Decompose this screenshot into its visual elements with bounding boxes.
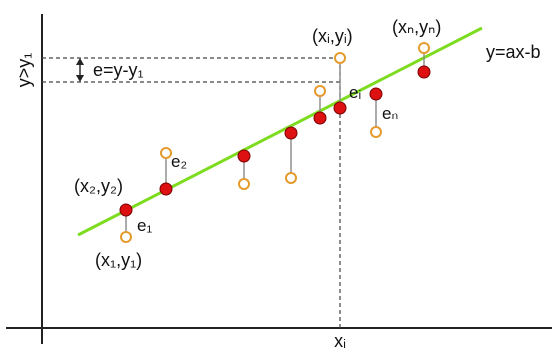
predicted-point-i	[333, 101, 347, 115]
observed-point-n	[370, 126, 382, 138]
residual-segments	[125, 48, 425, 237]
residual-label-2: e₂	[171, 152, 187, 171]
error-arrow-head-up	[76, 58, 84, 65]
residual-label-1: e₁	[137, 216, 152, 235]
x-axis-label: xᵢ	[334, 331, 346, 351]
predicted-point-3	[237, 149, 251, 163]
predicted-points	[119, 65, 431, 217]
predicted-point-4	[284, 126, 298, 140]
observed-point-2	[160, 147, 172, 159]
point-label-n: (xₙ,yₙ)	[392, 17, 441, 37]
observed-point-5	[314, 85, 326, 97]
point-label-i: (xᵢ,yᵢ)	[312, 26, 353, 46]
y-axis-label: y>y₁	[14, 53, 34, 88]
point-label-1: (x₁,y₁)	[95, 250, 142, 270]
predicted-point-1	[119, 203, 133, 217]
predicted-point-last	[417, 65, 431, 79]
observed-point-3	[238, 178, 250, 190]
observed-point-last	[418, 42, 430, 54]
error-definition-label: e=y-y₁	[93, 60, 144, 80]
predicted-point-5	[313, 111, 327, 125]
residual-label-n: eₙ	[382, 104, 398, 123]
observed-point-4	[285, 172, 297, 184]
observed-points	[120, 42, 430, 243]
residual-label-i: eᵢ	[349, 83, 361, 102]
fit-line-label: y=ax-b	[486, 42, 541, 62]
observed-point-1	[120, 231, 132, 243]
predicted-point-n	[369, 87, 383, 101]
point-label-2: (x₂,y₂)	[74, 176, 123, 196]
error-arrow-head-down	[76, 75, 84, 82]
observed-point-i	[334, 52, 346, 64]
predicted-point-2	[159, 182, 173, 196]
fit-line	[77, 26, 483, 237]
